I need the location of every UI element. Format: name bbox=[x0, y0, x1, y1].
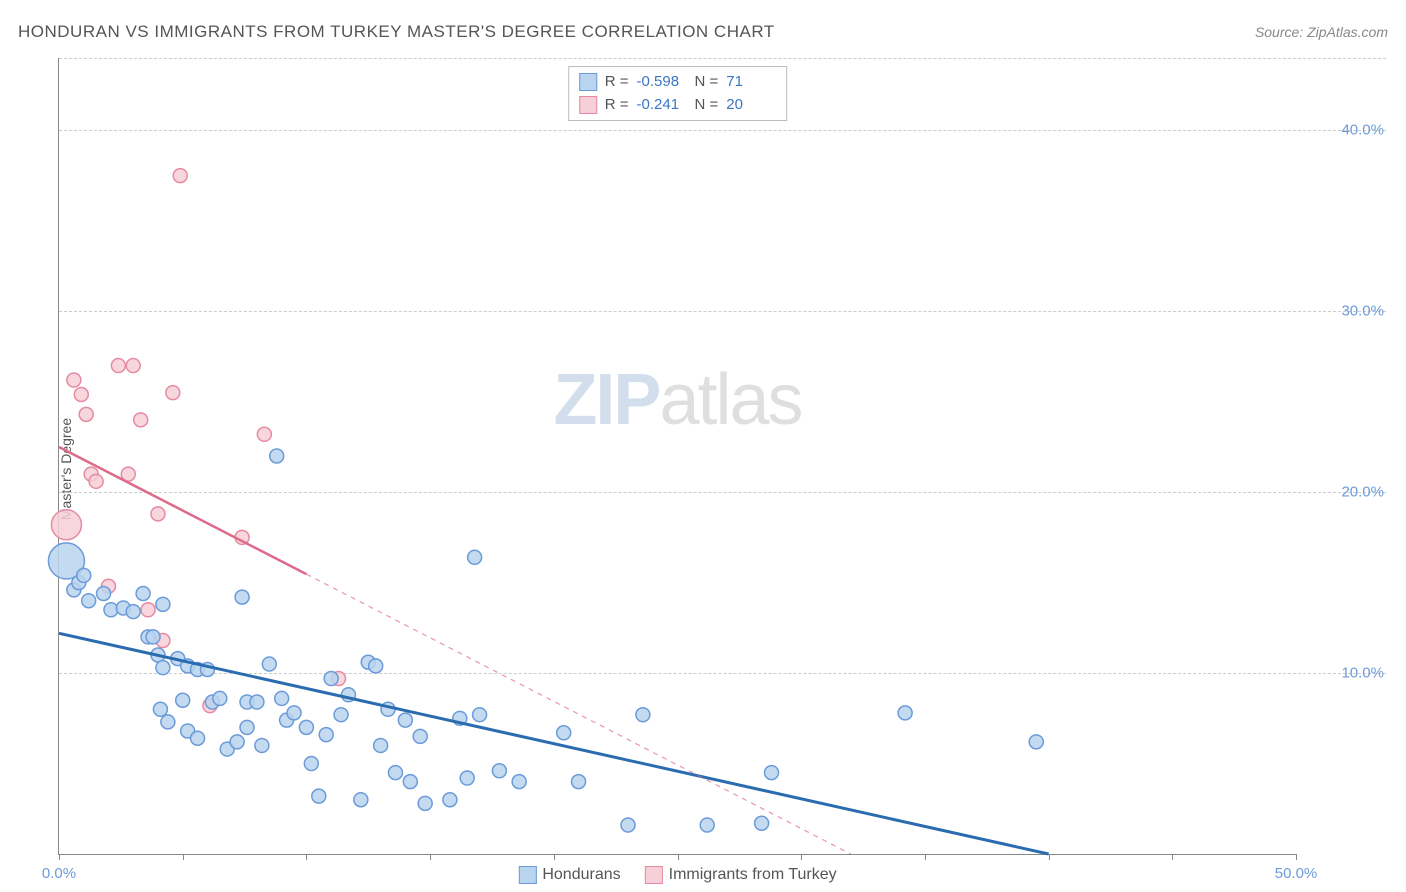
scatter-svg bbox=[59, 58, 1296, 854]
data-point bbox=[898, 706, 912, 720]
data-point bbox=[240, 720, 254, 734]
data-point bbox=[398, 713, 412, 727]
legend: Hondurans Immigrants from Turkey bbox=[518, 866, 836, 884]
data-point bbox=[1029, 735, 1043, 749]
data-point bbox=[146, 630, 160, 644]
data-point bbox=[557, 726, 571, 740]
data-point bbox=[270, 449, 284, 463]
data-point bbox=[418, 796, 432, 810]
data-point bbox=[77, 568, 91, 582]
data-point bbox=[213, 691, 227, 705]
data-point bbox=[166, 386, 180, 400]
data-point bbox=[141, 603, 155, 617]
data-point bbox=[255, 738, 269, 752]
data-point bbox=[176, 693, 190, 707]
data-point bbox=[111, 359, 125, 373]
trend-line bbox=[59, 447, 306, 574]
data-point bbox=[374, 738, 388, 752]
data-point bbox=[403, 775, 417, 789]
data-point bbox=[153, 702, 167, 716]
data-point bbox=[621, 818, 635, 832]
data-point bbox=[262, 657, 276, 671]
data-point bbox=[492, 764, 506, 778]
data-point bbox=[134, 413, 148, 427]
x-tick-label: 50.0% bbox=[1275, 865, 1318, 882]
data-point bbox=[319, 728, 333, 742]
y-tick-label: 10.0% bbox=[1341, 665, 1384, 682]
data-point bbox=[79, 407, 93, 421]
data-point bbox=[755, 816, 769, 830]
data-point bbox=[151, 507, 165, 521]
data-point bbox=[250, 695, 264, 709]
data-point bbox=[97, 586, 111, 600]
data-point bbox=[89, 474, 103, 488]
data-point bbox=[136, 586, 150, 600]
data-point bbox=[304, 757, 318, 771]
data-point bbox=[700, 818, 714, 832]
stats-row-2: R = -0.241 N = 20 bbox=[579, 94, 777, 117]
data-point bbox=[235, 590, 249, 604]
data-point bbox=[126, 605, 140, 619]
data-point bbox=[636, 708, 650, 722]
data-point bbox=[191, 731, 205, 745]
data-point bbox=[334, 708, 348, 722]
data-point bbox=[126, 359, 140, 373]
data-point bbox=[173, 169, 187, 183]
y-tick-label: 20.0% bbox=[1341, 484, 1384, 501]
data-point bbox=[51, 510, 81, 540]
legend-item-2: Immigrants from Turkey bbox=[645, 866, 837, 884]
data-point bbox=[388, 766, 402, 780]
data-point bbox=[765, 766, 779, 780]
data-point bbox=[369, 659, 383, 673]
y-tick-label: 30.0% bbox=[1341, 303, 1384, 320]
data-point bbox=[460, 771, 474, 785]
x-tick-label: 0.0% bbox=[42, 865, 76, 882]
trend-line bbox=[59, 633, 1049, 854]
data-point bbox=[324, 672, 338, 686]
data-point bbox=[443, 793, 457, 807]
source-credit: Source: ZipAtlas.com bbox=[1255, 24, 1388, 40]
data-point bbox=[156, 661, 170, 675]
data-point bbox=[312, 789, 326, 803]
data-point bbox=[161, 715, 175, 729]
data-point bbox=[468, 550, 482, 564]
data-point bbox=[257, 427, 271, 441]
chart-title: HONDURAN VS IMMIGRANTS FROM TURKEY MASTE… bbox=[18, 22, 775, 42]
plot-area: ZIPatlas R = -0.598 N = 71 R = -0.241 N … bbox=[58, 58, 1296, 855]
data-point bbox=[275, 691, 289, 705]
data-point bbox=[512, 775, 526, 789]
data-point bbox=[473, 708, 487, 722]
stats-box: R = -0.598 N = 71 R = -0.241 N = 20 bbox=[568, 66, 788, 121]
data-point bbox=[354, 793, 368, 807]
stats-row-1: R = -0.598 N = 71 bbox=[579, 71, 777, 94]
y-tick-label: 40.0% bbox=[1341, 122, 1384, 139]
data-point bbox=[413, 729, 427, 743]
legend-item-1: Hondurans bbox=[518, 866, 620, 884]
data-point bbox=[156, 597, 170, 611]
chart-container: Master's Degree ZIPatlas R = -0.598 N = … bbox=[50, 50, 1386, 887]
data-point bbox=[230, 735, 244, 749]
data-point bbox=[287, 706, 301, 720]
data-point bbox=[74, 387, 88, 401]
data-point bbox=[299, 720, 313, 734]
data-point bbox=[572, 775, 586, 789]
data-point bbox=[67, 373, 81, 387]
data-point bbox=[82, 594, 96, 608]
